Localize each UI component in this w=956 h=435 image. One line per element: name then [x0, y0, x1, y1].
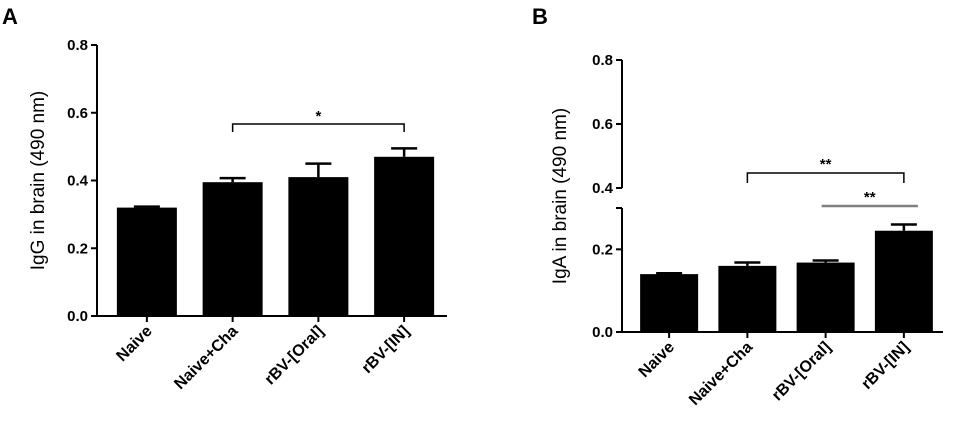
- panel-b-bar-2: [796, 262, 855, 332]
- panel-b-error-bar-1: [734, 261, 761, 266]
- panel-b-error-bar-0: [656, 272, 683, 275]
- panel-a-error-bar-0: [133, 205, 160, 208]
- panel-b-bar-1: [718, 265, 777, 332]
- panel-b-error-bar-2: [812, 259, 839, 263]
- panel-b-y-axis-label: IgA in brain (490 nm): [550, 108, 571, 284]
- panel-a-bar-1: [202, 182, 263, 316]
- panel-a-category-label-1: Naive+Cha: [171, 323, 241, 393]
- panel-b-significance-label-0: **: [820, 156, 832, 173]
- panel-b-label: B: [532, 4, 548, 29]
- panel-b-chart: B 0.4 0.6 0.8 0.0 0.2 IgA in brain (490 nm) Nai…: [532, 4, 943, 409]
- panel-a-error-bar-1: [219, 176, 246, 183]
- panel-a-chart: A 0.0 0.2 0.4 0.6 0.8 IgG in brain (490 nm) Nai…: [2, 4, 447, 393]
- panel-a-bar-0: [116, 207, 177, 316]
- panel-b-bar-3: [874, 230, 933, 332]
- panel-a-y-tick-label: 0.4: [67, 173, 89, 190]
- panel-a-y-tick-label: 0.0: [67, 308, 88, 325]
- panel-b-category-label-3: rBV-[IN]: [859, 339, 913, 393]
- panel-b-category-label-0: Naive: [636, 339, 678, 381]
- panel-b-significance-label-1: **: [864, 189, 876, 206]
- panel-b-y-tick-label: 0.6: [592, 116, 613, 133]
- panel-a-category-label-3: rBV-[IN]: [359, 323, 413, 377]
- panel-b-y-tick-label: 0.2: [592, 241, 613, 258]
- panel-b-bar-0: [640, 274, 699, 332]
- panel-a-y-axis-label: IgG in brain (490 nm): [28, 91, 49, 271]
- panel-a-category-label-2: rBV-[Oral]: [262, 323, 327, 388]
- panel-a-bar-2: [288, 177, 349, 316]
- panel-a-y-tick-label: 0.8: [67, 37, 88, 54]
- panel-a-y-tick-label: 0.2: [67, 240, 88, 257]
- panel-a-significance-label-0: *: [315, 108, 321, 125]
- panel-a-category-label-0: Naive: [113, 323, 155, 365]
- panel-b-y-tick-label: 0.0: [592, 324, 613, 341]
- panel-a-label: A: [2, 4, 18, 29]
- panel-b-category-label-1: Naive+Cha: [686, 339, 756, 409]
- panel-a-error-bar-3: [391, 147, 418, 157]
- panel-a-y-tick-label: 0.6: [67, 105, 88, 122]
- panel-a-bar-3: [374, 156, 435, 316]
- panel-b-y-tick-label: 0.8: [592, 52, 613, 69]
- panel-a-significance-bracket-0: [231, 123, 405, 132]
- panel-b-y-tick-label: 0.4: [592, 180, 614, 197]
- panel-b-category-label-2: rBV-[Oral]: [769, 339, 834, 404]
- panel-b-error-bar-3: [890, 223, 917, 231]
- panel-b-significance-bracket-0: [746, 172, 905, 183]
- panel-a-error-bar-2: [305, 162, 332, 178]
